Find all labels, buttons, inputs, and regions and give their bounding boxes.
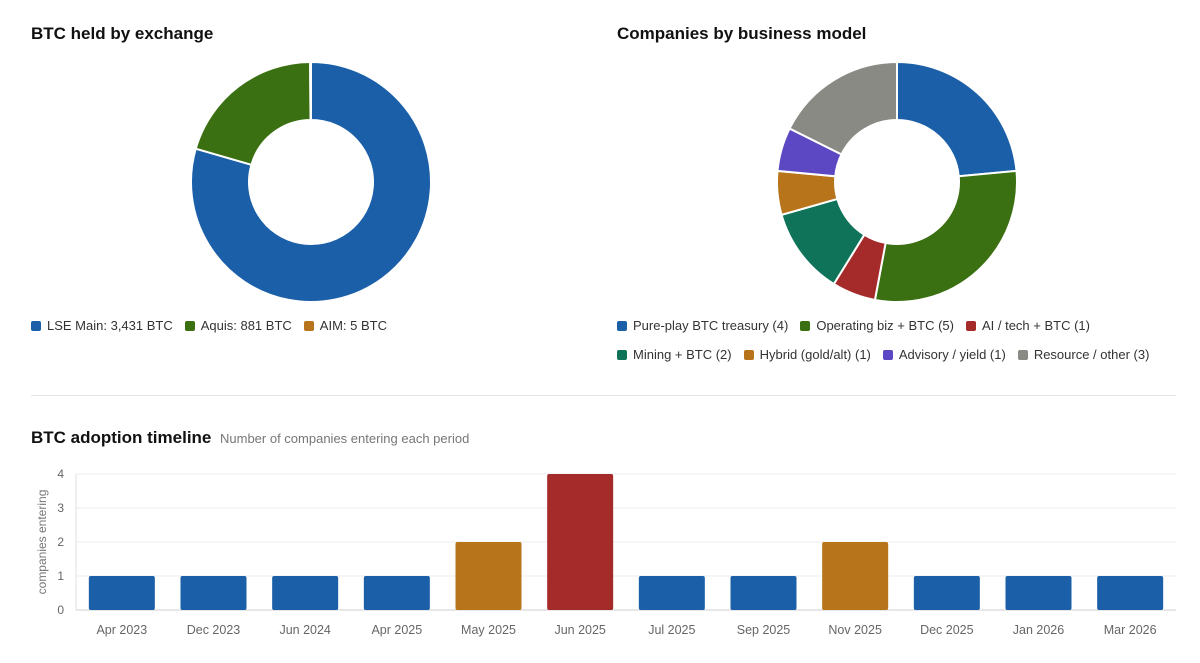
y-tick-label: 4 xyxy=(57,467,64,481)
x-tick-label: Nov 2025 xyxy=(828,623,882,637)
legend-label: Resource / other (3) xyxy=(1033,347,1150,362)
exchange-legend-item-aim[interactable]: AIM: 5 BTC xyxy=(303,318,387,333)
legend-label: AIM: 5 BTC xyxy=(319,318,387,333)
business-model-slice-pure-play-btc-treasury[interactable] xyxy=(896,60,1018,178)
business-model-legend-item-operating-biz-btc[interactable]: Operating biz + BTC (5) xyxy=(800,318,954,333)
exchange-legend: LSE Main: 3,431 BTC Aquis: 881 BTC AIM: 5 … xyxy=(31,318,571,333)
legend-label: LSE Main: 3,431 BTC xyxy=(47,318,173,333)
y-axis-label: companies entering xyxy=(35,490,49,595)
business-model-legend-item-mining-btc[interactable]: Mining + BTC (2) xyxy=(617,347,732,362)
business-model-chart-title: Companies by business model xyxy=(617,24,867,43)
legend-label: Mining + BTC (2) xyxy=(633,347,732,362)
business-model-slice-operating-biz-btc[interactable] xyxy=(873,169,1018,303)
exchange-chart-title: BTC held by exchange xyxy=(31,24,214,43)
x-tick-label: Dec 2023 xyxy=(187,623,241,637)
legend-swatch xyxy=(31,320,41,331)
bar-nov-2025[interactable] xyxy=(822,542,889,610)
business-model-donut-chart xyxy=(776,60,1018,303)
business-model-legend-item-resource-other[interactable]: Resource / other (3) xyxy=(1017,347,1150,362)
exchange-legend-item-lse-main[interactable]: LSE Main: 3,431 BTC xyxy=(31,318,173,333)
timeline-chart-subtitle: Number of companies entering each period xyxy=(220,431,470,446)
x-tick-label: Dec 2025 xyxy=(920,623,974,637)
legend-swatch xyxy=(800,320,811,331)
business-model-legend-item-ai-tech-btc[interactable]: AI / tech + BTC (1) xyxy=(965,318,1090,333)
legend-swatch xyxy=(303,320,314,331)
bar-jun-2025[interactable] xyxy=(547,474,614,610)
bar-apr-2023[interactable] xyxy=(88,576,155,610)
legend-label: Operating biz + BTC (5) xyxy=(816,318,954,333)
bar-sep-2025[interactable] xyxy=(730,576,797,610)
legend-swatch xyxy=(1017,349,1028,360)
legend-label: Advisory / yield (1) xyxy=(898,347,1006,362)
x-tick-label: Jun 2024 xyxy=(279,623,330,637)
bar-dec-2025[interactable] xyxy=(913,576,980,610)
timeline-chart-title: BTC adoption timeline xyxy=(31,428,212,447)
bar-jun-2024[interactable] xyxy=(272,576,339,610)
legend-label: AI / tech + BTC (1) xyxy=(981,318,1090,333)
bar-mar-2026[interactable] xyxy=(1097,576,1164,610)
business-model-legend-item-pure-play-btc-treasury[interactable]: Pure-play BTC treasury (4) xyxy=(617,318,788,333)
business-model-slice-resource-other[interactable] xyxy=(788,60,898,156)
business-model-legend-item-hybrid-gold-alt[interactable]: Hybrid (gold/alt) (1) xyxy=(743,347,871,362)
legend-label: Hybrid (gold/alt) (1) xyxy=(759,347,871,362)
x-tick-label: Apr 2025 xyxy=(371,623,422,637)
bar-apr-2025[interactable] xyxy=(363,576,430,610)
business-model-legend-item-advisory-yield[interactable]: Advisory / yield (1) xyxy=(882,347,1006,362)
exchange-donut-chart xyxy=(190,60,432,303)
x-tick-label: Sep 2025 xyxy=(737,623,791,637)
y-tick-label: 2 xyxy=(57,535,64,549)
y-tick-label: 1 xyxy=(57,569,64,583)
legend-swatch xyxy=(882,349,893,360)
legend-swatch xyxy=(617,349,627,360)
legend-label: Aquis: 881 BTC xyxy=(200,318,292,333)
section-divider xyxy=(31,395,1176,396)
x-tick-label: Jan 2026 xyxy=(1013,623,1064,637)
bar-dec-2023[interactable] xyxy=(180,576,247,610)
legend-swatch xyxy=(184,320,195,331)
x-tick-label: Apr 2023 xyxy=(96,623,147,637)
x-tick-label: Jun 2025 xyxy=(554,623,605,637)
business-model-legend: Pure-play BTC treasury (4) Operating biz … xyxy=(617,318,1192,362)
bar-jan-2026[interactable] xyxy=(1005,576,1072,610)
exchange-slice-aim[interactable] xyxy=(309,60,312,122)
y-tick-label: 3 xyxy=(57,501,64,515)
exchange-legend-item-aquis[interactable]: Aquis: 881 BTC xyxy=(184,318,292,333)
legend-swatch xyxy=(965,320,976,331)
x-tick-label: Mar 2026 xyxy=(1104,623,1157,637)
x-tick-label: Jul 2025 xyxy=(648,623,695,637)
x-tick-label: May 2025 xyxy=(461,623,516,637)
bar-jul-2025[interactable] xyxy=(638,576,705,610)
legend-swatch xyxy=(617,320,627,331)
bar-may-2025[interactable] xyxy=(455,542,522,610)
legend-label: Pure-play BTC treasury (4) xyxy=(633,318,789,333)
legend-swatch xyxy=(743,349,754,360)
y-tick-label: 0 xyxy=(57,603,64,617)
exchange-slice-lse-main[interactable] xyxy=(190,60,432,303)
